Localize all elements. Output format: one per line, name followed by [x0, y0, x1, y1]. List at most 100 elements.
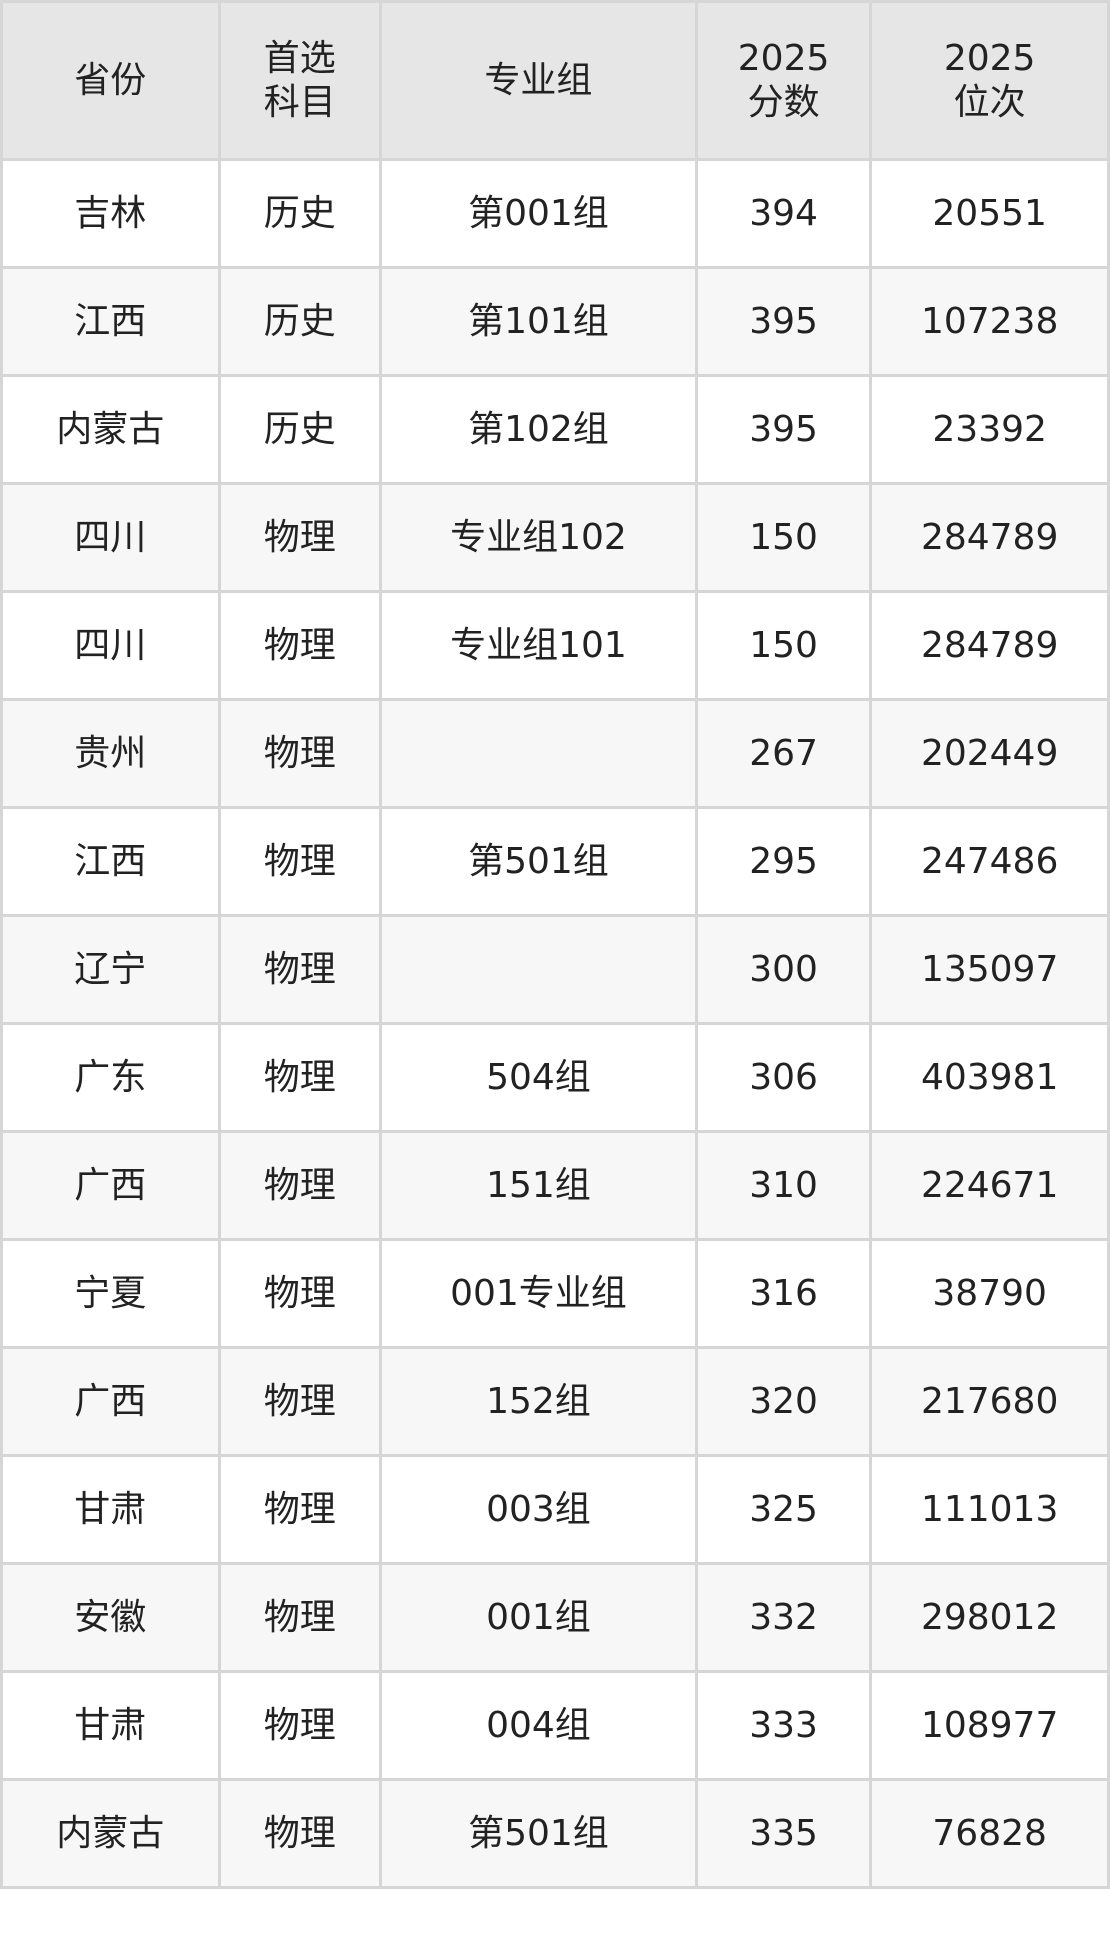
cell-province: 江西 — [0, 266, 221, 377]
admission-score-table: 省份 首选 科目 专业组 2025 分数 2025 位次 吉林 历史 第001组 394 20… — [0, 0, 1110, 1889]
cell-rank: 247486 — [869, 806, 1110, 917]
cell-province: 贵州 — [0, 698, 221, 809]
cell-subject: 物理 — [217, 698, 383, 809]
table-row: 辽宁 物理 300 135097 — [0, 914, 1110, 1025]
cell-subject: 物理 — [217, 1562, 383, 1673]
cell-group: 003组 — [379, 1454, 698, 1565]
table-row: 内蒙古 历史 第102组 395 23392 — [0, 374, 1110, 485]
cell-rank: 403981 — [869, 1022, 1110, 1133]
cell-subject: 物理 — [217, 1022, 383, 1133]
cell-score: 295 — [694, 806, 873, 917]
cell-rank: 224671 — [869, 1130, 1110, 1241]
cell-score: 325 — [694, 1454, 873, 1565]
cell-rank: 284789 — [869, 590, 1110, 701]
cell-score: 310 — [694, 1130, 873, 1241]
cell-province: 四川 — [0, 590, 221, 701]
cell-province: 内蒙古 — [0, 1778, 221, 1889]
table-row: 广东 物理 504组 306 403981 — [0, 1022, 1110, 1133]
table-row: 安徽 物理 001组 332 298012 — [0, 1562, 1110, 1673]
cell-subject: 物理 — [217, 1670, 383, 1781]
cell-subject: 物理 — [217, 1238, 383, 1349]
cell-score: 150 — [694, 590, 873, 701]
cell-province: 宁夏 — [0, 1238, 221, 1349]
table-row: 贵州 物理 267 202449 — [0, 698, 1110, 809]
cell-province: 四川 — [0, 482, 221, 593]
cell-group: 第102组 — [379, 374, 698, 485]
cell-rank: 298012 — [869, 1562, 1110, 1673]
cell-province: 吉林 — [0, 158, 221, 269]
cell-province: 甘肃 — [0, 1670, 221, 1781]
cell-group: 001专业组 — [379, 1238, 698, 1349]
cell-rank: 217680 — [869, 1346, 1110, 1457]
cell-score: 300 — [694, 914, 873, 1025]
cell-subject: 物理 — [217, 914, 383, 1025]
table-row: 内蒙古 物理 第501组 335 76828 — [0, 1778, 1110, 1889]
header-text: 位次 — [953, 81, 1026, 123]
cell-rank: 107238 — [869, 266, 1110, 377]
table-row: 甘肃 物理 003组 325 111013 — [0, 1454, 1110, 1565]
cell-subject: 物理 — [217, 1130, 383, 1241]
cell-province: 安徽 — [0, 1562, 221, 1673]
cell-score: 316 — [694, 1238, 873, 1349]
header-text: 专业组 — [484, 59, 593, 101]
header-row: 省份 首选 科目 专业组 2025 分数 2025 位次 — [0, 0, 1110, 161]
cell-province: 广西 — [0, 1346, 221, 1457]
cell-province: 广西 — [0, 1130, 221, 1241]
header-text: 首选 — [263, 38, 336, 80]
cell-rank: 108977 — [869, 1670, 1110, 1781]
cell-score: 335 — [694, 1778, 873, 1889]
header-text: 省份 — [74, 59, 147, 101]
cell-group: 第001组 — [379, 158, 698, 269]
cell-score: 320 — [694, 1346, 873, 1457]
cell-group: 001组 — [379, 1562, 698, 1673]
header-group: 专业组 — [379, 0, 698, 161]
cell-subject: 物理 — [217, 590, 383, 701]
cell-rank: 38790 — [869, 1238, 1110, 1349]
cell-rank: 202449 — [869, 698, 1110, 809]
header-province: 省份 — [0, 0, 221, 161]
table-row: 江西 历史 第101组 395 107238 — [0, 266, 1110, 377]
cell-rank: 284789 — [869, 482, 1110, 593]
cell-subject: 物理 — [217, 806, 383, 917]
header-rank: 2025 位次 — [869, 0, 1110, 161]
cell-group: 152组 — [379, 1346, 698, 1457]
header-score: 2025 分数 — [694, 0, 873, 161]
cell-province: 甘肃 — [0, 1454, 221, 1565]
cell-group: 第101组 — [379, 266, 698, 377]
cell-group: 专业组102 — [379, 482, 698, 593]
cell-subject: 物理 — [217, 1454, 383, 1565]
cell-subject: 历史 — [217, 266, 383, 377]
cell-subject: 历史 — [217, 374, 383, 485]
cell-group: 151组 — [379, 1130, 698, 1241]
cell-group: 004组 — [379, 1670, 698, 1781]
table-row: 甘肃 物理 004组 333 108977 — [0, 1670, 1110, 1781]
table-row: 广西 物理 151组 310 224671 — [0, 1130, 1110, 1241]
cell-rank: 135097 — [869, 914, 1110, 1025]
cell-score: 150 — [694, 482, 873, 593]
header-text: 2025 — [943, 38, 1036, 80]
table-row: 宁夏 物理 001专业组 316 38790 — [0, 1238, 1110, 1349]
cell-group: 第501组 — [379, 806, 698, 917]
cell-score: 395 — [694, 266, 873, 377]
cell-score: 395 — [694, 374, 873, 485]
cell-group: 专业组101 — [379, 590, 698, 701]
cell-province: 广东 — [0, 1022, 221, 1133]
cell-rank: 20551 — [869, 158, 1110, 269]
cell-score: 306 — [694, 1022, 873, 1133]
cell-group — [379, 698, 698, 809]
cell-subject: 物理 — [217, 1346, 383, 1457]
header-text: 分数 — [747, 81, 820, 123]
cell-province: 内蒙古 — [0, 374, 221, 485]
cell-subject: 物理 — [217, 482, 383, 593]
cell-rank: 76828 — [869, 1778, 1110, 1889]
header-text: 科目 — [263, 81, 336, 123]
cell-score: 394 — [694, 158, 873, 269]
cell-score: 267 — [694, 698, 873, 809]
cell-province: 江西 — [0, 806, 221, 917]
table-row: 四川 物理 专业组102 150 284789 — [0, 482, 1110, 593]
table-row: 广西 物理 152组 320 217680 — [0, 1346, 1110, 1457]
cell-score: 332 — [694, 1562, 873, 1673]
table-row: 四川 物理 专业组101 150 284789 — [0, 590, 1110, 701]
cell-group — [379, 914, 698, 1025]
table-row: 吉林 历史 第001组 394 20551 — [0, 158, 1110, 269]
